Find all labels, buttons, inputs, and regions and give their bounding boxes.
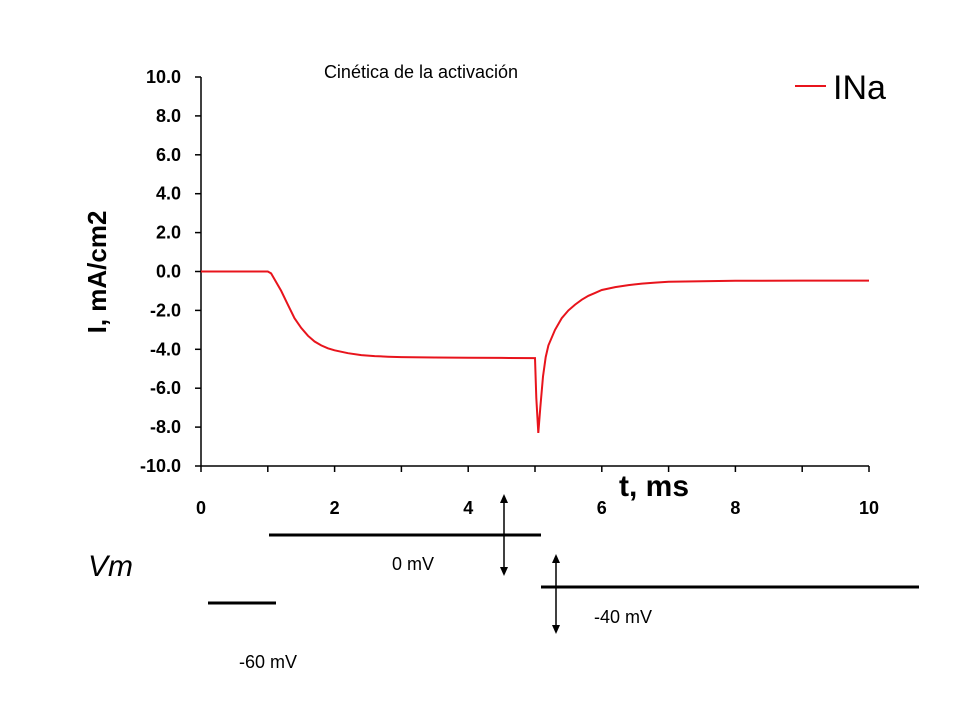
y-tick-label: -4.0 — [150, 339, 181, 359]
y-axis-ticks: 10.0 8.0 6.0 4.0 2.0 0.0 -2.0 -4.0 -6.0 -8.0 -10.0 — [140, 67, 201, 476]
x-tick-label: 4 — [463, 498, 473, 518]
x-tick-label: 10 — [859, 498, 879, 518]
x-tick-label: 2 — [330, 498, 340, 518]
y-tick-label: -10.0 — [140, 456, 181, 476]
chart-title: Cinética de la activación — [324, 62, 518, 82]
y-tick-label: 10.0 — [146, 67, 181, 87]
y-tick-label: 4.0 — [156, 184, 181, 204]
y-tick-label: -8.0 — [150, 417, 181, 437]
tail-arrow — [552, 554, 560, 634]
x-tick-label: 0 — [196, 498, 206, 518]
x-tick-label: 6 — [597, 498, 607, 518]
level-label-tail: -40 mV — [594, 607, 652, 627]
legend-label-ina: INa — [833, 69, 886, 107]
level-label-holding: -60 mV — [239, 652, 297, 672]
x-tick-label: 8 — [730, 498, 740, 518]
voltage-protocol: Vm -60 mV 0 mV -40 mV — [88, 494, 919, 672]
vm-label: Vm — [88, 550, 133, 583]
y-tick-label: 2.0 — [156, 223, 181, 243]
legend: INa — [795, 69, 886, 107]
x-axis-title: t, ms — [619, 470, 689, 503]
y-tick-label: -6.0 — [150, 378, 181, 398]
y-tick-label: -2.0 — [150, 300, 181, 320]
y-tick-label: 8.0 — [156, 106, 181, 126]
x-axis-ticks: 0 2 4 6 8 10 — [196, 466, 879, 518]
y-tick-label: 0.0 — [156, 262, 181, 282]
y-axis-title: I, mA/cm2 — [82, 211, 112, 334]
step-arrow — [500, 494, 508, 576]
level-label-step: 0 mV — [392, 554, 434, 574]
y-tick-label: 6.0 — [156, 145, 181, 165]
series-line-ina — [201, 270, 869, 433]
